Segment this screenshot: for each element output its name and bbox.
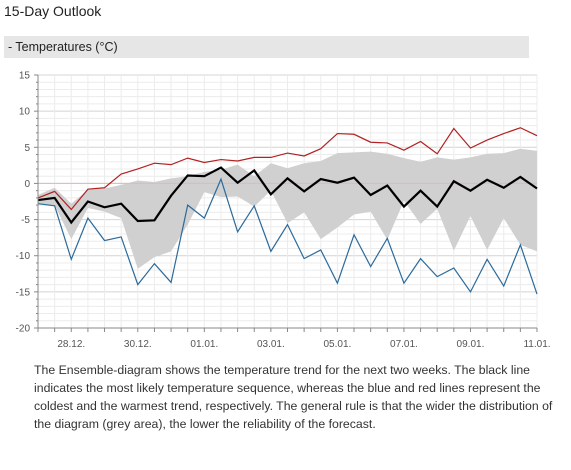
y-tick-label: 5 (24, 143, 30, 154)
x-tick-label: 30.12. (124, 339, 152, 350)
y-tick-label: -5 (21, 215, 30, 226)
chart-description: The Ensemble-diagram shows the temperatu… (34, 363, 553, 431)
ensemble-band-group (38, 148, 537, 269)
series-coldest (37, 177, 538, 295)
series-warmest (37, 127, 538, 211)
x-tick-label: 09.01. (457, 339, 485, 350)
y-tick-label: 0 (24, 179, 30, 190)
page-title: 15-Day Outlook (4, 3, 102, 19)
chart-svg: 15 10 5 0 -5 -10 -15 -20 28.12. 30.12. 01.01. 03.0… (16, 71, 551, 351)
x-tick-label: 28.12. (57, 339, 85, 350)
x-tick-label: 07.01. (390, 339, 418, 350)
x-tick-label: 05.01. (323, 339, 351, 350)
y-tick-labels: 15 10 5 0 -5 -10 -15 -20 (16, 71, 31, 335)
temperatures-section-header[interactable]: - Temperatures (°C) (4, 36, 529, 58)
y-tick-label: -10 (16, 251, 31, 262)
y-tick-label: 10 (19, 107, 31, 118)
x-tick-label: 01.01. (190, 339, 218, 350)
x-tick-label: 11.01. (523, 339, 550, 350)
y-tick-label: 15 (19, 71, 31, 82)
series-most-likely (37, 166, 538, 225)
temperature-ensemble-chart: 15 10 5 0 -5 -10 -15 -20 28.12. 30.12. 01.01. 03.0… (0, 62, 571, 358)
series-group (37, 127, 538, 295)
x-tick-label: 03.01. (257, 339, 285, 350)
y-tick-label: -20 (16, 324, 31, 335)
axes-group (34, 74, 538, 332)
ensemble-band (38, 148, 537, 269)
x-tick-labels: 28.12. 30.12. 01.01. 03.01. 05.01. 07.01. 09.0… (57, 339, 550, 350)
y-tick-label: -15 (16, 287, 31, 298)
